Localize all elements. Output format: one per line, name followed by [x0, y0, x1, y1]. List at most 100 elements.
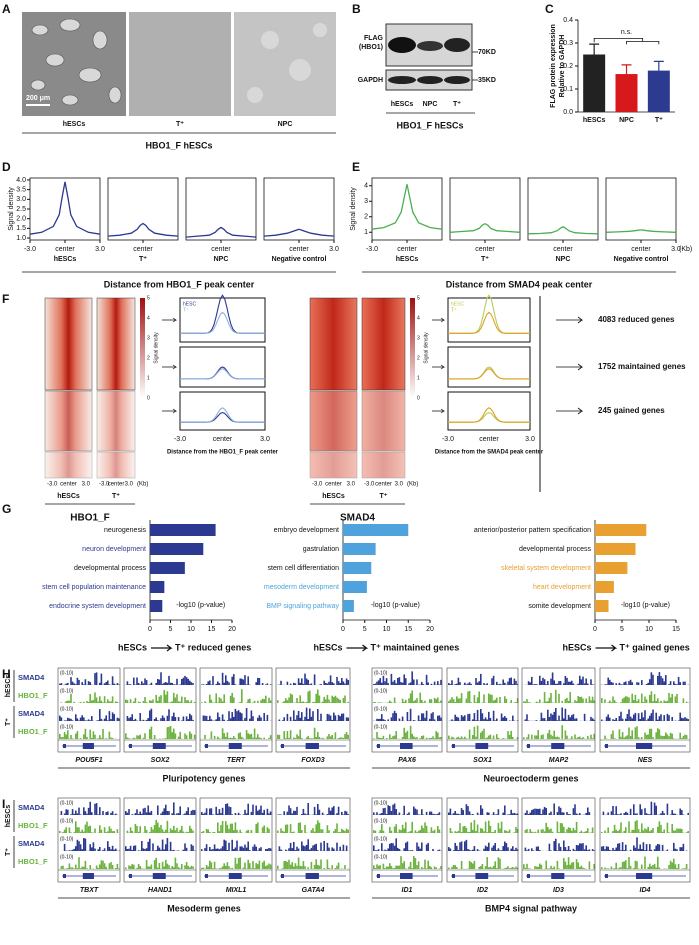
track-signal — [433, 829, 436, 833]
track-signal — [468, 682, 471, 685]
track-signal — [103, 827, 106, 833]
x-tick-label: 0 — [593, 626, 597, 633]
track-signal — [255, 682, 257, 685]
track-signal — [221, 728, 224, 739]
track-signal — [405, 842, 407, 851]
track-signal — [236, 829, 238, 833]
track-signal — [244, 717, 246, 721]
track-signal — [535, 684, 538, 685]
track-signal — [376, 864, 378, 869]
track-signal — [344, 810, 346, 815]
track-signal — [376, 732, 378, 739]
track-signal — [660, 735, 662, 739]
track-signal — [286, 713, 289, 721]
track-signal — [280, 849, 282, 851]
track-signal — [299, 695, 301, 703]
track-signal — [408, 866, 410, 869]
track-signal — [115, 701, 117, 703]
track-signal — [470, 850, 472, 851]
track-signal — [610, 682, 613, 685]
track-signal — [550, 678, 552, 685]
track-signal — [604, 849, 606, 851]
track-signal — [215, 848, 217, 851]
track-signal — [91, 812, 93, 815]
track-signal — [269, 811, 272, 815]
track-signal — [95, 803, 98, 815]
track-signal — [115, 848, 117, 851]
track-signal — [244, 862, 246, 869]
track-signal — [294, 738, 297, 739]
track-signal — [671, 810, 673, 815]
x-axis-title: hESCs — [54, 256, 77, 263]
track-signal — [125, 699, 127, 703]
track-signal — [205, 684, 208, 685]
track-signal — [68, 850, 71, 851]
category-label: stem cell population maintenance — [42, 584, 146, 591]
track-signal — [652, 709, 654, 721]
track-signal — [393, 710, 396, 721]
track-signal — [344, 830, 346, 833]
track-signal — [618, 814, 621, 815]
track-signal — [551, 831, 554, 833]
track-signal — [174, 733, 177, 739]
track-signal — [333, 848, 335, 851]
x-tick-label: 15 — [208, 626, 216, 633]
track-signal — [652, 737, 654, 739]
track-signal — [87, 701, 90, 703]
track-signal — [301, 701, 303, 703]
y-tick-label: 1.0 — [16, 235, 26, 242]
track-signal — [480, 866, 482, 869]
track-signal — [585, 698, 587, 703]
track-signal — [488, 711, 490, 721]
track-signal — [464, 736, 466, 739]
track-signal — [289, 693, 292, 703]
track-signal — [574, 829, 576, 833]
track-signal — [234, 738, 237, 739]
track-signal — [634, 821, 637, 833]
track-signal — [682, 868, 685, 869]
track-signal — [125, 733, 127, 739]
track-signal — [153, 825, 156, 833]
track-signal — [326, 694, 329, 703]
track-signal — [144, 678, 146, 685]
track-signal — [620, 813, 622, 815]
track-signal — [563, 858, 565, 869]
x-tick-label: 3.0 — [671, 246, 681, 253]
track-signal — [617, 843, 619, 851]
track-signal — [601, 867, 603, 869]
track-signal — [569, 814, 571, 815]
track-signal — [454, 684, 456, 685]
track-signal — [293, 810, 295, 815]
track-signal — [625, 860, 627, 869]
track-signal — [105, 866, 107, 869]
track-signal — [177, 717, 180, 721]
track-signal — [470, 683, 472, 685]
track-signal — [86, 868, 88, 869]
track-signal — [652, 865, 654, 869]
track-signal — [558, 806, 560, 815]
track-signal — [534, 866, 536, 869]
track-signal — [247, 829, 249, 833]
track-signal — [97, 814, 99, 815]
track-signal — [561, 823, 563, 833]
track-signal — [421, 842, 423, 851]
x-tick-label: T⁺ — [655, 117, 663, 124]
track-signal — [102, 811, 104, 815]
track-signal — [457, 677, 460, 685]
track-signal — [76, 839, 79, 851]
track-signal — [328, 807, 330, 815]
caption: Distance from the HBO1_F peak center — [167, 450, 279, 456]
track-signal — [392, 736, 394, 739]
track-signal — [628, 681, 630, 685]
track-signal — [86, 736, 88, 739]
track-signal — [540, 735, 543, 739]
track-signal — [607, 702, 609, 703]
track-signal — [190, 844, 193, 851]
track-signal — [500, 713, 503, 721]
track-signal — [650, 801, 653, 815]
track-signal — [173, 684, 175, 685]
bar — [150, 543, 204, 555]
track-signal — [526, 810, 528, 815]
track-signal — [187, 700, 189, 703]
category-label: BMP signaling pathway — [266, 603, 339, 610]
